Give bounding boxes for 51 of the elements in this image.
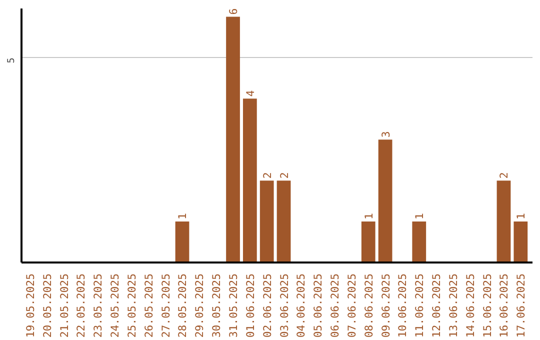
data-label: 2 — [498, 172, 511, 179]
data-label: 2 — [278, 172, 291, 179]
x-tick-label: 16.06.2025 — [498, 274, 511, 338]
x-tick-label: 27.05.2025 — [159, 274, 172, 338]
data-label: 1 — [514, 213, 528, 220]
x-tick-label: 06.06.2025 — [328, 274, 342, 338]
bar — [378, 140, 392, 262]
bar — [260, 180, 274, 262]
x-tick-label: 15.06.2025 — [480, 274, 494, 338]
data-label: 1 — [413, 213, 426, 220]
x-tick-label: 30.05.2025 — [210, 274, 224, 338]
y-tick-label: 5 — [6, 58, 17, 64]
bar — [412, 222, 426, 262]
bar — [276, 180, 291, 262]
x-tick-label: 03.06.2025 — [278, 274, 291, 338]
x-tick-label: 29.05.2025 — [193, 274, 206, 338]
x-tick-label: 20.05.2025 — [40, 274, 54, 338]
data-label: 4 — [244, 90, 257, 97]
x-tick-label: 04.06.2025 — [294, 274, 308, 338]
bar — [226, 16, 240, 262]
x-tick-label: 31.05.2025 — [227, 274, 240, 338]
x-tick-label: 14.06.2025 — [464, 274, 477, 338]
x-tick-label: 19.05.2025 — [24, 274, 37, 338]
x-tick-label: 02.06.2025 — [260, 274, 274, 338]
x-tick-label: 07.06.2025 — [345, 274, 358, 338]
x-tick-label: 21.05.2025 — [58, 274, 71, 338]
x-tick-label: 22.05.2025 — [74, 274, 88, 338]
x-tick-label: 08.06.2025 — [362, 274, 376, 338]
x-tick-label: 10.06.2025 — [396, 274, 410, 338]
x-tick-label: 28.05.2025 — [176, 274, 190, 338]
data-label: 3 — [379, 131, 392, 138]
bar — [175, 222, 190, 262]
x-tick-label: 09.06.2025 — [379, 274, 392, 338]
data-label: 1 — [362, 213, 376, 220]
x-tick-label: 25.05.2025 — [125, 274, 138, 338]
x-tick-label: 13.06.2025 — [446, 274, 460, 338]
x-tick-label: 01.06.2025 — [244, 274, 257, 338]
x-tick-label: 23.05.2025 — [92, 274, 105, 338]
data-label: 6 — [227, 8, 240, 15]
x-tick-label: 05.06.2025 — [312, 274, 325, 338]
x-tick-label: 24.05.2025 — [108, 274, 122, 338]
bar — [361, 222, 376, 262]
x-tick-label: 26.05.2025 — [142, 274, 156, 338]
data-label: 2 — [260, 172, 274, 179]
bar — [242, 98, 257, 262]
bar — [496, 180, 511, 262]
x-tick-label: 12.06.2025 — [430, 274, 444, 338]
x-tick-label: 17.06.2025 — [514, 274, 528, 338]
bar — [514, 222, 528, 262]
x-tick-label: 11.06.2025 — [413, 274, 426, 338]
data-label: 1 — [176, 213, 190, 220]
